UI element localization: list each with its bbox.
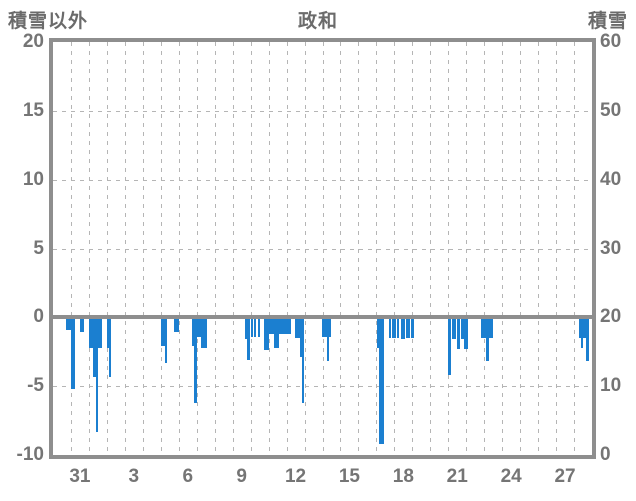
left-axis-tick: -10: [16, 444, 44, 465]
chart-title: 政和: [297, 11, 338, 32]
left-axis-title: 積雪以外: [8, 11, 89, 32]
data-bar: [411, 317, 414, 338]
data-bar: [257, 317, 261, 337]
data-bar: [197, 317, 202, 337]
right-axis-tick: 60: [600, 31, 622, 52]
data-bar: [388, 317, 392, 338]
x-axis-tick: 31: [69, 466, 91, 487]
data-bar: [164, 317, 167, 363]
right-axis-tick: 30: [600, 237, 622, 259]
data-bar: [397, 317, 400, 338]
data-bar: [66, 317, 71, 330]
data-bar: [295, 317, 304, 338]
plot-frame: [49, 38, 596, 459]
data-bar: [95, 317, 98, 432]
x-axis-tick: 6: [182, 466, 194, 487]
horizontal-gridline: [53, 386, 592, 388]
data-bar: [97, 317, 103, 348]
data-bar: [160, 317, 167, 347]
data-bar: [451, 317, 456, 340]
x-axis-tick: 3: [128, 466, 140, 487]
x-axis-tick: 24: [500, 466, 522, 487]
x-axis-tick: 18: [392, 466, 414, 487]
x-axis-tick: 21: [446, 466, 468, 487]
left-axis-tick: 0: [33, 306, 44, 328]
left-axis-tick: 5: [33, 237, 44, 259]
horizontal-gridline: [53, 248, 592, 250]
left-axis-tick: -5: [27, 375, 44, 397]
data-bar: [70, 317, 76, 389]
data-bar: [286, 317, 292, 334]
data-bar: [461, 317, 465, 340]
data-bar: [247, 317, 250, 360]
data-bar: [79, 317, 85, 333]
data-bar: [391, 317, 396, 338]
data-bar: [109, 317, 112, 377]
x-axis-tick: 12: [284, 466, 307, 487]
x-axis-tick: 27: [554, 466, 576, 487]
right-axis-tick: 40: [600, 168, 622, 190]
right-axis-title: 積雪: [587, 11, 628, 32]
right-axis-tick: 50: [600, 99, 622, 121]
plot-area: [53, 42, 592, 455]
data-bar: [485, 317, 489, 362]
data-bar: [88, 317, 98, 348]
data-bar: [194, 317, 197, 403]
data-bar: [174, 317, 180, 333]
data-bar: [106, 317, 112, 348]
data-bar: [464, 317, 469, 349]
data-bar: [586, 317, 590, 362]
data-bar: [326, 317, 330, 362]
data-bar: [376, 317, 382, 348]
horizontal-gridline: [53, 110, 592, 112]
right-axis-tick: 0: [600, 444, 611, 465]
left-axis-tick: 20: [22, 31, 44, 52]
right-axis-tick: 10: [600, 375, 622, 397]
data-bar: [244, 317, 248, 340]
data-bar: [264, 317, 269, 351]
x-axis-tick: 15: [338, 466, 361, 487]
data-bar: [447, 317, 451, 376]
data-bar: [302, 317, 305, 403]
data-bar: [201, 317, 208, 348]
x-axis-tick: 9: [236, 466, 247, 487]
data-bar: [299, 317, 302, 358]
data-bar: [322, 317, 331, 337]
data-bar: [273, 317, 279, 348]
data-bar: [405, 317, 410, 338]
data-bar: [254, 317, 257, 337]
left-axis-tick: 15: [22, 99, 44, 121]
data-bar: [250, 317, 254, 337]
zero-baseline: [53, 315, 592, 320]
horizontal-gridline: [53, 179, 592, 181]
data-bar: [456, 317, 461, 349]
data-bar: [580, 317, 584, 348]
data-bar: [400, 317, 405, 340]
right-axis-tick: 20: [600, 306, 622, 328]
data-bar: [579, 317, 590, 338]
left-axis-tick: 10: [22, 168, 44, 190]
data-bar: [379, 317, 385, 444]
